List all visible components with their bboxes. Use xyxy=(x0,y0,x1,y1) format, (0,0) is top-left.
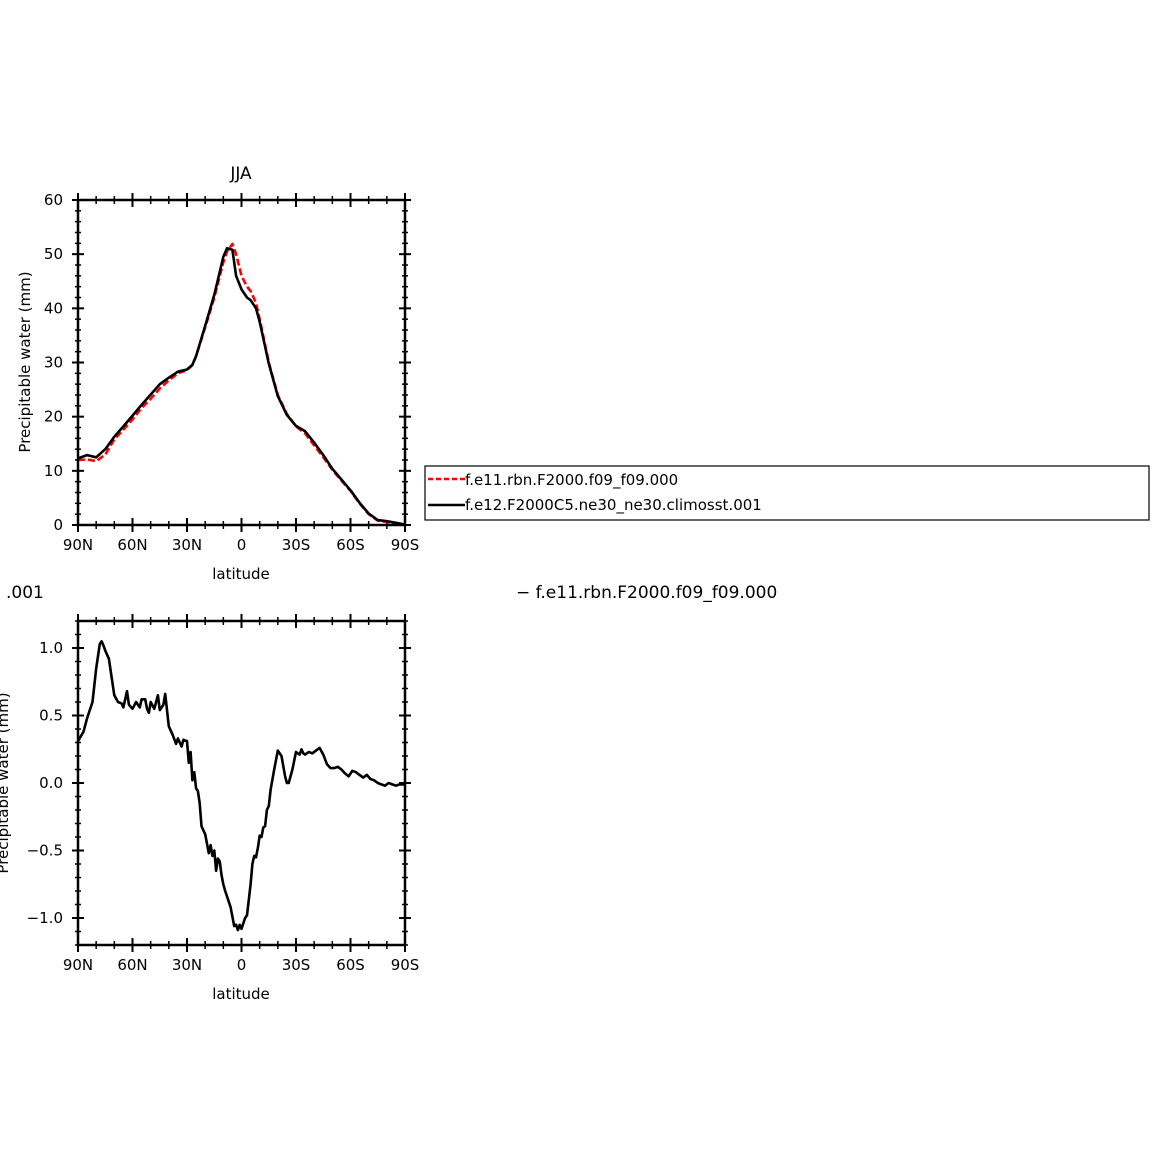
x-tick-label: 0 xyxy=(237,536,247,554)
y-tick-label: −0.5 xyxy=(27,842,63,860)
top-chart-title: JJA xyxy=(229,164,252,184)
y-tick-label: 1.0 xyxy=(39,639,63,657)
y-tick-label: 60 xyxy=(44,191,63,209)
bottom-series-line xyxy=(76,639,405,932)
y-tick-label: 40 xyxy=(44,299,63,317)
series-line-1 xyxy=(77,246,406,526)
x-tick-label: 60N xyxy=(117,956,147,974)
x-tick-label: 30S xyxy=(282,536,311,554)
legend: f.e11.rbn.F2000.f09_f09.000 f.e12.F2000C… xyxy=(424,465,1150,521)
series-line-0 xyxy=(76,639,405,932)
x-tick-label: 60S xyxy=(336,956,365,974)
bottom-panel: .001 − f.e11.rbn.F2000.f09_f09.000 90N 60… xyxy=(0,583,777,1003)
x-tick-label: 60S xyxy=(336,536,365,554)
x-tick-label: 90S xyxy=(391,956,420,974)
bottom-y-axis-label: Precipitable water (mm) xyxy=(0,692,12,873)
bottom-x-axis-label: latitude xyxy=(212,985,270,1003)
y-tick-label: 20 xyxy=(44,408,63,426)
bottom-title-right-fragment: − f.e11.rbn.F2000.f09_f09.000 xyxy=(516,583,777,603)
x-tick-label: 30S xyxy=(282,956,311,974)
top-x-axis-label: latitude xyxy=(212,565,270,583)
top-series-lines xyxy=(77,242,406,526)
x-tick-label: 30N xyxy=(172,956,202,974)
x-tick-label: 0 xyxy=(237,956,247,974)
y-tick-label: 0.0 xyxy=(39,774,63,792)
y-tick-label: 10 xyxy=(44,462,63,480)
bottom-axis-ticks xyxy=(72,614,411,952)
top-panel: JJA 90N 60N 30N 0 30S 60S 90S 0 10 20 30 40 50 60 lat… xyxy=(16,164,419,583)
x-tick-label: 60N xyxy=(117,536,147,554)
y-tick-label: 0 xyxy=(53,516,63,534)
y-tick-label: 0.5 xyxy=(39,707,63,725)
top-axis-ticks xyxy=(72,193,411,532)
y-tick-label: 50 xyxy=(44,245,63,263)
y-tick-label: 30 xyxy=(44,354,63,372)
top-plot-frame xyxy=(76,198,407,527)
top-tick-labels: 90N 60N 30N 0 30S 60S 90S 0 10 20 30 40 50 60 xyxy=(44,191,419,554)
x-tick-label: 90S xyxy=(391,536,420,554)
legend-label-1: f.e11.rbn.F2000.f09_f09.000 xyxy=(465,471,678,490)
y-tick-label: −1.0 xyxy=(27,909,63,927)
bottom-tick-labels: 90N 60N 30N 0 30S 60S 90S −1.0 −0.5 0.0 0.5 1.0 xyxy=(27,639,420,974)
top-y-axis-label: Precipitable water (mm) xyxy=(16,271,34,452)
x-tick-label: 90N xyxy=(63,956,93,974)
legend-label-2: f.e12.F2000C5.ne30_ne30.climosst.001 xyxy=(465,496,762,515)
x-tick-label: 30N xyxy=(172,536,202,554)
x-tick-label: 90N xyxy=(63,536,93,554)
legend-box xyxy=(424,465,1150,521)
bottom-plot-frame xyxy=(76,619,407,947)
bottom-title-left-fragment: .001 xyxy=(6,583,44,603)
